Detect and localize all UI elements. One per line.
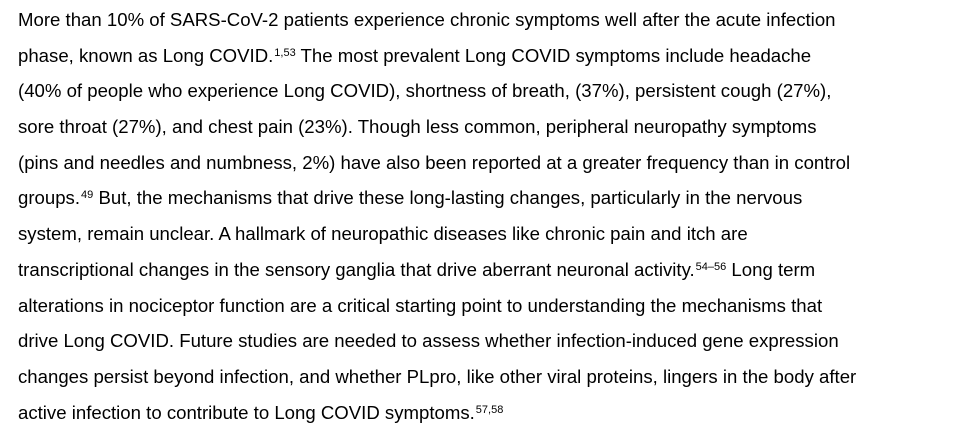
text-run: active infection to contribute to Long C… [18,401,475,423]
text-line: drive Long COVID. Future studies are nee… [18,323,968,359]
text-run: (40% of people who experience Long COVID… [18,80,832,102]
text-run: groups. [18,187,81,209]
text-run: system, remain unclear. A hallmark of ne… [18,223,748,245]
text-run: Long term [726,258,816,280]
text-run: phase, known as Long COVID. [18,44,274,66]
text-run: The most prevalent Long COVID symptoms i… [295,44,812,66]
text-line: alterations in nociceptor function are a… [18,288,968,324]
text-line: sore throat (27%), and chest pain (23%).… [18,109,968,145]
citation-superscript: 54–56 [695,260,727,273]
citation-superscript: 57,58 [475,403,504,416]
text-run: transcriptional changes in the sensory g… [18,258,695,280]
text-line: groups.49 But, the mechanisms that drive… [18,180,968,216]
text-line: changes persist beyond infection, and wh… [18,359,968,395]
text-run: (pins and needles and numbness, 2%) have… [18,151,851,173]
citation-superscript: 1,53 [274,46,296,59]
text-run: changes persist beyond infection, and wh… [18,365,857,387]
body-paragraph: More than 10% of SARS-CoV-2 patients exp… [18,0,968,430]
text-line: system, remain unclear. A hallmark of ne… [18,216,968,252]
text-line: (pins and needles and numbness, 2%) have… [18,145,968,181]
text-line: (40% of people who experience Long COVID… [18,73,968,109]
text-run: More than 10% of SARS-CoV-2 patients exp… [18,9,836,30]
text-line: More than 10% of SARS-CoV-2 patients exp… [18,2,968,38]
text-run: alterations in nociceptor function are a… [18,294,823,316]
text-line: active infection to contribute to Long C… [18,395,968,430]
text-run: But, the mechanisms that drive these lon… [93,187,803,209]
citation-superscript: 49 [81,189,94,202]
text-line: phase, known as Long COVID.1,53 The most… [18,38,968,74]
text-run: sore throat (27%), and chest pain (23%).… [18,116,817,138]
text-line: transcriptional changes in the sensory g… [18,252,968,288]
text-run: drive Long COVID. Future studies are nee… [18,330,839,352]
